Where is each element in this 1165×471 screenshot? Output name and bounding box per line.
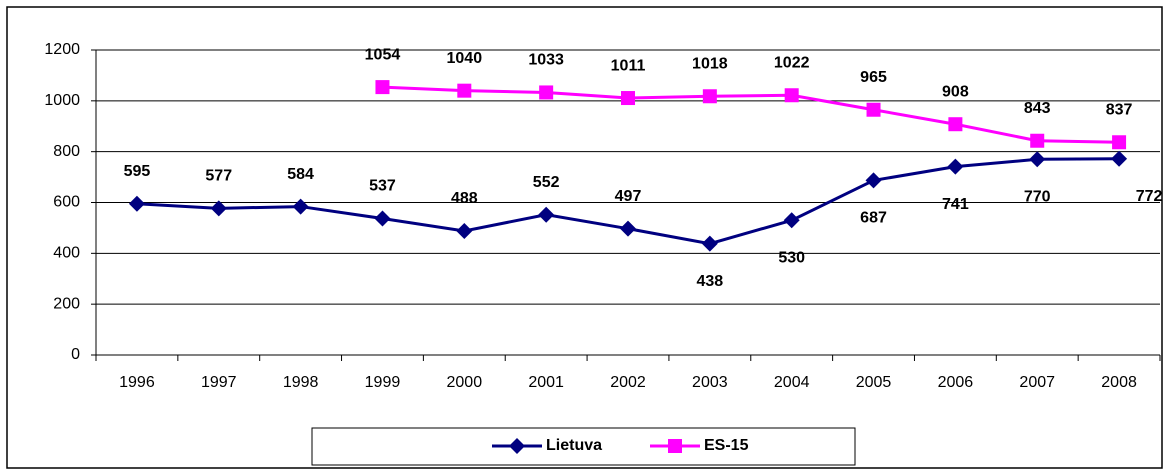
data-point xyxy=(947,158,964,175)
y-tick-label: 1200 xyxy=(44,41,80,58)
x-tick-label: 2008 xyxy=(1101,374,1137,391)
data-label: 1054 xyxy=(365,46,401,63)
data-point xyxy=(1030,133,1045,148)
data-label: 537 xyxy=(369,178,396,195)
data-label: 552 xyxy=(533,174,560,191)
data-label: 1033 xyxy=(528,52,564,69)
data-label: 837 xyxy=(1106,101,1133,118)
data-point xyxy=(1111,150,1128,167)
data-point xyxy=(292,198,309,215)
data-point xyxy=(784,88,799,103)
data-label: 530 xyxy=(778,250,805,267)
x-tick-label: 2001 xyxy=(528,374,564,391)
x-tick-label: 2007 xyxy=(1019,374,1055,391)
data-label: 908 xyxy=(942,83,969,100)
data-label: 584 xyxy=(287,166,314,183)
data-label: 1018 xyxy=(692,55,728,72)
data-label: 770 xyxy=(1024,189,1051,206)
data-label: 965 xyxy=(860,69,887,86)
y-tick-label: 1000 xyxy=(44,92,80,109)
x-tick-label: 2003 xyxy=(692,374,728,391)
data-point xyxy=(457,83,472,98)
x-tick-label: 1998 xyxy=(283,374,319,391)
legend-label: Lietuva xyxy=(546,437,602,454)
data-point xyxy=(374,210,391,227)
data-point xyxy=(210,200,227,217)
data-point xyxy=(1112,135,1127,150)
data-label: 488 xyxy=(451,190,478,207)
x-tick-label: 2002 xyxy=(610,374,646,391)
data-label: 741 xyxy=(942,196,969,213)
chart-border xyxy=(6,6,1163,469)
y-tick-label: 0 xyxy=(71,346,80,363)
data-point xyxy=(620,220,636,237)
data-point xyxy=(128,195,145,212)
legend-marker xyxy=(668,439,682,453)
data-point xyxy=(702,89,717,104)
data-label: 687 xyxy=(860,210,887,227)
x-tick-label: 2000 xyxy=(447,374,483,391)
x-tick-label: 1999 xyxy=(365,374,401,391)
data-label: 595 xyxy=(124,163,151,180)
data-label: 577 xyxy=(205,168,232,185)
data-label: 1040 xyxy=(447,50,483,67)
series-line xyxy=(382,85,1120,144)
data-point xyxy=(539,85,554,100)
data-point xyxy=(456,222,473,239)
data-point xyxy=(538,206,555,223)
x-tick-label: 2004 xyxy=(774,374,810,391)
legend-marker xyxy=(509,438,525,454)
x-tick-label: 1996 xyxy=(119,374,155,391)
x-tick-label: 2005 xyxy=(856,374,892,391)
y-tick-label: 600 xyxy=(53,194,80,211)
x-tick-label: 1997 xyxy=(201,374,237,391)
legend-box xyxy=(311,427,856,466)
data-label: 1022 xyxy=(774,54,810,71)
data-point xyxy=(865,172,882,189)
data-point xyxy=(1029,151,1046,168)
data-label: 1011 xyxy=(611,57,646,74)
y-tick-label: 400 xyxy=(53,245,80,262)
data-label: 772 xyxy=(1136,188,1163,205)
data-point xyxy=(783,212,800,229)
data-point xyxy=(866,102,881,117)
data-point xyxy=(375,80,390,95)
data-label: 438 xyxy=(696,273,723,290)
data-point xyxy=(701,235,718,252)
x-tick-label: 2006 xyxy=(938,374,974,391)
data-label: 497 xyxy=(615,188,642,205)
data-point xyxy=(621,91,635,106)
y-tick-label: 200 xyxy=(53,295,80,312)
data-label: 843 xyxy=(1024,100,1051,117)
legend-label: ES-15 xyxy=(704,437,749,454)
y-tick-label: 800 xyxy=(53,143,80,160)
data-point xyxy=(948,117,963,132)
